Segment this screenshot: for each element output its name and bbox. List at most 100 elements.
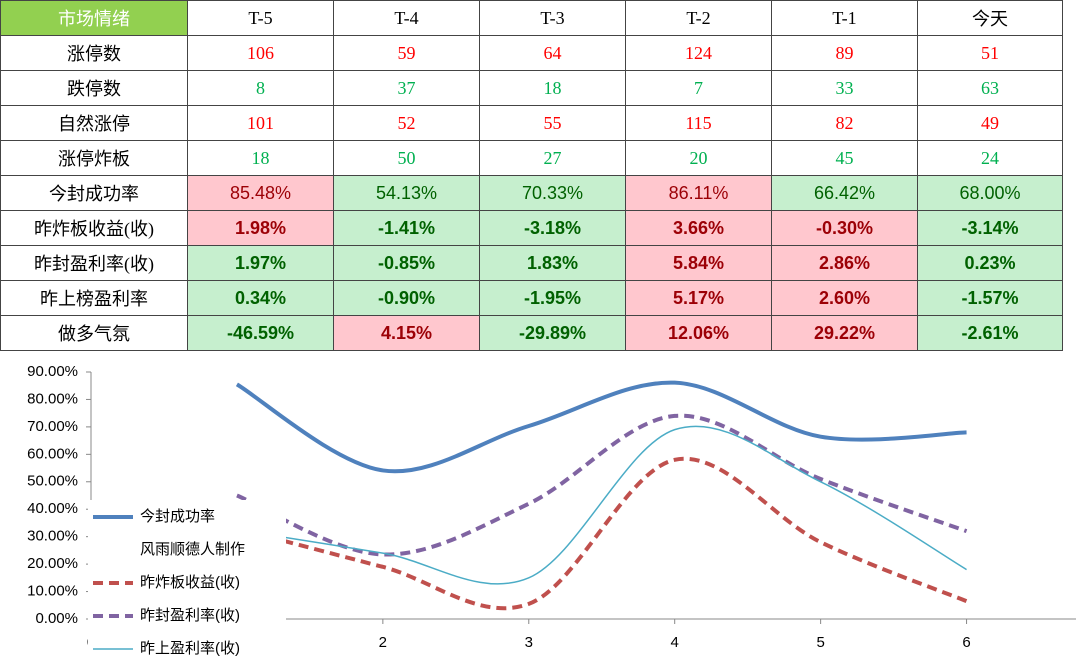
value-cell: 7 bbox=[625, 70, 772, 106]
value-cell: 2.60% bbox=[771, 280, 918, 316]
y-tick-label: 70.00% bbox=[27, 418, 78, 435]
header-cell: T-2 bbox=[625, 0, 772, 36]
value-cell: 12.06% bbox=[625, 315, 772, 351]
value-cell: 124 bbox=[625, 35, 772, 71]
value-cell: 101 bbox=[187, 105, 334, 141]
value-cell: 8 bbox=[187, 70, 334, 106]
value-cell: 106 bbox=[187, 35, 334, 71]
value-cell: 50 bbox=[333, 140, 480, 176]
value-cell: 18 bbox=[187, 140, 334, 176]
row-label: 涨停数 bbox=[0, 35, 188, 71]
y-tick-label: 20.00% bbox=[27, 555, 78, 572]
table-row: 做多气氛 -46.59% 4.15% -29.89% 12.06% 29.22% -2.61… bbox=[0, 315, 1063, 351]
value-cell: 29.22% bbox=[771, 315, 918, 351]
table-row: 自然涨停 101 52 55 115 82 49 bbox=[0, 105, 1063, 141]
value-cell: 1.98% bbox=[187, 210, 334, 246]
y-tick-label: 40.00% bbox=[27, 500, 78, 517]
value-cell: 52 bbox=[333, 105, 480, 141]
series-line bbox=[235, 380, 967, 474]
legend-note: 风雨顺德人制作 bbox=[140, 540, 245, 558]
value-cell: 4.15% bbox=[333, 315, 480, 351]
header-cell: T-4 bbox=[333, 0, 480, 36]
value-cell: -0.30% bbox=[771, 210, 918, 246]
value-cell: 70.33% bbox=[479, 175, 626, 211]
value-cell: -1.57% bbox=[917, 280, 1063, 316]
legend-label: 今封成功率 bbox=[140, 508, 215, 525]
value-cell: 115 bbox=[625, 105, 772, 141]
y-tick-label: 0.00% bbox=[35, 610, 78, 627]
value-cell: -0.90% bbox=[333, 280, 480, 316]
y-tick-label: 80.00% bbox=[27, 390, 78, 407]
value-cell: 2.86% bbox=[771, 245, 918, 281]
value-cell: 64 bbox=[479, 35, 626, 71]
value-cell: 33 bbox=[771, 70, 918, 106]
table-row: 涨停数 106 59 64 124 89 51 bbox=[0, 35, 1063, 71]
row-label: 涨停炸板 bbox=[0, 140, 188, 176]
value-cell: -29.89% bbox=[479, 315, 626, 351]
row-label: 自然涨停 bbox=[0, 105, 188, 141]
header-cell: 今天 bbox=[917, 0, 1063, 36]
value-cell: 5.84% bbox=[625, 245, 772, 281]
row-label: 昨上榜盈利率 bbox=[0, 280, 188, 316]
value-cell: 86.11% bbox=[625, 175, 772, 211]
value-cell: 3.66% bbox=[625, 210, 772, 246]
value-cell: -1.95% bbox=[479, 280, 626, 316]
value-cell: 89 bbox=[771, 35, 918, 71]
legend-label: 昨上盈利率(收) bbox=[140, 640, 240, 657]
table-row: 昨封盈利率(收) 1.97% -0.85% 1.83% 5.84% 2.86% 0.23% bbox=[0, 245, 1063, 281]
legend-label: 昨炸板收益(收) bbox=[140, 573, 240, 591]
value-cell: 51 bbox=[917, 35, 1063, 71]
header-cell: T-3 bbox=[479, 0, 626, 36]
y-tick-label: 50.00% bbox=[27, 473, 78, 490]
chart: 0.00% 10.00% 20.00% 30.00% 40.00% 50.00% 60.00… bbox=[27, 363, 1076, 672]
value-cell: 0.23% bbox=[917, 245, 1063, 281]
value-cell: 63 bbox=[917, 70, 1063, 106]
series-line bbox=[236, 456, 968, 611]
table-row: 市场情绪 T-5 T-4 T-3 T-2 T-1 今天 bbox=[0, 0, 1063, 36]
value-cell: 54.13% bbox=[333, 175, 480, 211]
value-cell: 82 bbox=[771, 105, 918, 141]
row-label: 跌停数 bbox=[0, 70, 188, 106]
value-cell: 37 bbox=[333, 70, 480, 106]
value-cell: -1.41% bbox=[333, 210, 480, 246]
sentiment-table: 市场情绪 T-5 T-4 T-3 T-2 T-1 今天 涨停数 106 59 64 124 89 51 跌停… bbox=[0, 0, 1063, 351]
value-cell: -46.59% bbox=[187, 315, 334, 351]
value-cell: 24 bbox=[917, 140, 1063, 176]
series-line bbox=[236, 413, 968, 557]
value-cell: 1.83% bbox=[479, 245, 626, 281]
x-tick-label: 4 bbox=[671, 634, 679, 651]
value-cell: 1.97% bbox=[187, 245, 334, 281]
table-row: 涨停炸板 18 50 27 20 45 24 bbox=[0, 140, 1063, 176]
table-row: 昨炸板收益(收) 1.98% -1.41% -3.18% 3.66% -0.30% -3.1… bbox=[0, 210, 1063, 246]
value-cell: 85.48% bbox=[187, 175, 334, 211]
row-label: 今封成功率 bbox=[0, 175, 188, 211]
header-cell: 市场情绪 bbox=[0, 0, 188, 36]
y-tick-label: 60.00% bbox=[27, 445, 78, 462]
value-cell: 59 bbox=[333, 35, 480, 71]
series-line bbox=[236, 425, 967, 585]
header-cell: T-5 bbox=[187, 0, 334, 36]
header-cell: T-1 bbox=[771, 0, 918, 36]
table-row: 今封成功率 85.48% 54.13% 70.33% 86.11% 66.42% 68.00… bbox=[0, 175, 1063, 211]
value-cell: 0.34% bbox=[187, 280, 334, 316]
value-cell: 27 bbox=[479, 140, 626, 176]
x-tick-label: 2 bbox=[379, 634, 387, 651]
value-cell: 20 bbox=[625, 140, 772, 176]
value-cell: 55 bbox=[479, 105, 626, 141]
y-tick-label: 90.00% bbox=[27, 363, 78, 380]
x-tick-label: 6 bbox=[962, 634, 970, 651]
value-cell: 45 bbox=[771, 140, 918, 176]
value-cell: 18 bbox=[479, 70, 626, 106]
value-cell: -3.18% bbox=[479, 210, 626, 246]
row-label: 昨封盈利率(收) bbox=[0, 245, 188, 281]
table-row: 昨上榜盈利率 0.34% -0.90% -1.95% 5.17% 2.60% -1.57% bbox=[0, 280, 1063, 316]
value-cell: -0.85% bbox=[333, 245, 480, 281]
y-tick-label: 30.00% bbox=[27, 528, 78, 545]
value-cell: 49 bbox=[917, 105, 1063, 141]
value-cell: 66.42% bbox=[771, 175, 918, 211]
value-cell: -2.61% bbox=[917, 315, 1063, 351]
legend-label: 昨封盈利率(收) bbox=[140, 607, 240, 624]
row-label: 做多气氛 bbox=[0, 315, 188, 351]
y-tick-label: 10.00% bbox=[27, 583, 78, 600]
